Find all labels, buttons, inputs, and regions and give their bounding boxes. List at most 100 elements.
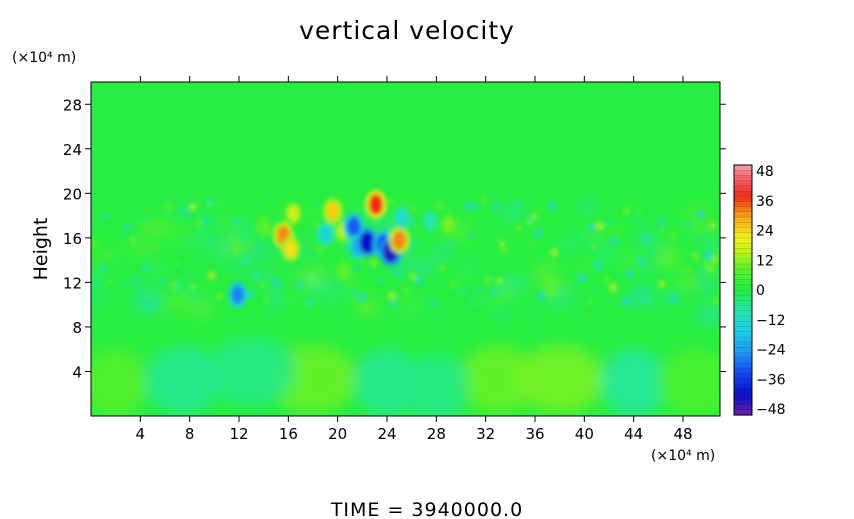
x-tick-label: 28 (427, 425, 446, 443)
speckle-cell (588, 223, 596, 231)
turbulence-cell (457, 272, 468, 283)
speckle-cell (305, 298, 315, 307)
speckle-cell (696, 235, 704, 244)
turbulence-cell (611, 261, 625, 270)
speckle-cell (573, 269, 580, 276)
turbulence-cell (258, 311, 281, 321)
speckle-cell (448, 242, 454, 248)
speckle-cell (587, 300, 593, 306)
speckle-cell (513, 200, 522, 209)
speckle-cell (296, 281, 303, 288)
speckle-cell (658, 217, 664, 223)
turbulence-cell (629, 289, 653, 306)
speckle-cell (557, 284, 561, 288)
speckle-cell (491, 289, 499, 297)
y-tick-label: 16 (63, 230, 82, 248)
speckle-cell (203, 218, 210, 225)
speckle-cell (659, 209, 667, 216)
speckle-cell (234, 217, 242, 225)
speckle-cell (287, 296, 292, 301)
turbulence-cell (322, 280, 348, 296)
colorbar-swatch (734, 336, 752, 343)
colorbar-swatch (734, 175, 752, 182)
colorbar-swatch (734, 310, 752, 317)
speckle-cell (660, 222, 666, 228)
x-tick-label: 4 (136, 425, 146, 443)
speckle-cell (208, 234, 213, 238)
speckle-cell (376, 277, 383, 284)
colorbar-swatch (734, 206, 752, 213)
chart-title: vertical velocity (299, 16, 515, 45)
colorbar-swatch (734, 342, 752, 348)
speckle-cell (704, 234, 710, 240)
colorbar-swatch (734, 300, 752, 307)
colorbar-swatch (734, 378, 752, 385)
speckle-cell (506, 218, 510, 223)
speckle-cell (659, 228, 664, 233)
colorbar-swatch (734, 201, 752, 208)
turbulence-cell (496, 310, 509, 320)
speckle-cell (434, 201, 444, 211)
speckle-cell (273, 279, 281, 287)
speckle-cell (550, 248, 559, 257)
colorbar-frame (733, 164, 753, 416)
speckle-cell (704, 251, 713, 260)
speckle-cell (536, 291, 546, 301)
colorbar-tick-label: −24 (756, 343, 786, 359)
turbulence-cell (425, 304, 437, 316)
speckle-cell (469, 232, 475, 238)
colorbar-swatch (734, 373, 752, 380)
speckle-cell (488, 272, 495, 279)
speckle-cell (609, 282, 618, 292)
speckle-cell (101, 212, 110, 221)
turbulence-cell (255, 242, 268, 258)
speckle-cell (129, 295, 136, 302)
turbulence-cell (697, 307, 717, 324)
speckle-cell (125, 281, 130, 286)
colorbar-swatch (734, 227, 752, 234)
turbulence-cell (459, 259, 478, 275)
x-tick-label: 20 (328, 425, 347, 443)
speckle-cell (137, 291, 141, 295)
speckle-cell (109, 279, 113, 283)
colorbar-swatch (734, 326, 752, 333)
speckle-cell (547, 269, 553, 275)
colorbar-swatch (734, 409, 752, 416)
turbulence-cell (273, 203, 285, 217)
speckle-cell (394, 270, 402, 278)
feature-core (392, 230, 406, 250)
x-tick-label: 8 (185, 425, 195, 443)
speckle-cell (527, 215, 533, 221)
speckle-cell (242, 257, 250, 264)
speckle-cell (228, 265, 234, 271)
speckle-cell (100, 265, 107, 272)
turbulence-cell (533, 265, 556, 279)
colorbar-swatch (734, 185, 752, 192)
speckle-cell (203, 284, 207, 289)
colorbar-swatch (734, 211, 752, 218)
colorbar-swatch (734, 237, 752, 244)
speckle-cell (175, 275, 180, 280)
colorbar-tick-label: −12 (756, 313, 786, 329)
feature-core (425, 214, 435, 229)
y-axis-ticks: 4 8 12 16 20 24 28 (63, 96, 726, 381)
turbulence-cell (139, 293, 161, 309)
speckle-cell (105, 251, 110, 256)
colorbar-tick-label: 12 (756, 253, 774, 269)
feature-core (287, 205, 299, 222)
turbulence-cell (171, 204, 195, 211)
turbulence-cell (578, 200, 595, 211)
colorbar-swatch (734, 394, 752, 400)
speckle-cell (492, 201, 500, 209)
speckle-cell (146, 223, 151, 229)
speckle-cell (421, 274, 427, 279)
speckle-cell (205, 211, 212, 218)
colorbar-swatch (734, 196, 752, 203)
speckle-cell (471, 203, 479, 211)
colorbar-swatch (734, 357, 752, 364)
colorbar-swatch (734, 180, 752, 187)
low-level-cell (207, 337, 296, 406)
speckle-cell (591, 244, 597, 250)
speckle-cell (437, 263, 447, 273)
feature-core (284, 240, 297, 258)
